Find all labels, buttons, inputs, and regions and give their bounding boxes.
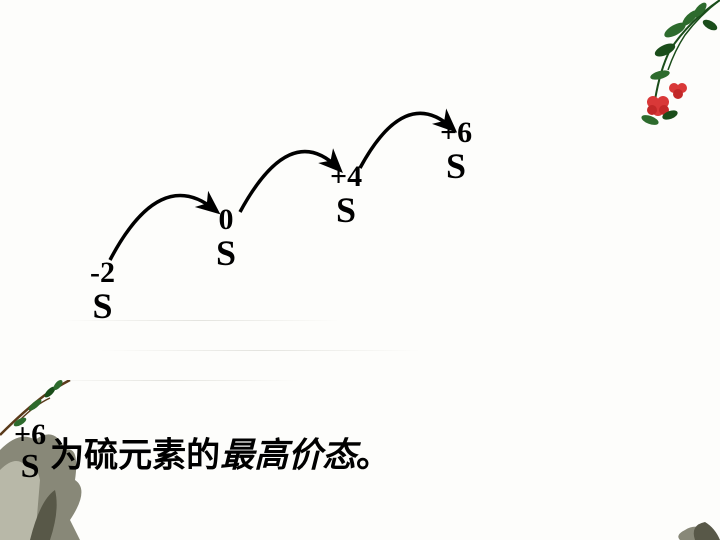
oxidation-state-plus4: +4S bbox=[330, 162, 362, 228]
caption-state-elem: S bbox=[14, 450, 46, 484]
arrow-2 bbox=[360, 113, 452, 168]
caption-state-num: +6 bbox=[14, 420, 46, 450]
caption: +6 S 为硫元素的最高价态。 bbox=[14, 420, 390, 484]
state-elem: S bbox=[440, 148, 472, 184]
oxidation-state-minus2: -2S bbox=[90, 258, 115, 324]
caption-highlight: 最高价态 bbox=[220, 438, 356, 475]
state-elem: S bbox=[216, 235, 236, 271]
state-num: +4 bbox=[330, 162, 362, 192]
state-num: 0 bbox=[216, 205, 236, 235]
state-elem: S bbox=[90, 288, 115, 324]
caption-text-before: 为硫元素的 bbox=[50, 438, 220, 475]
state-num: -2 bbox=[90, 258, 115, 288]
oxidation-state-plus6: +6S bbox=[440, 118, 472, 184]
arrow-1 bbox=[240, 152, 338, 212]
state-elem: S bbox=[330, 192, 362, 228]
arrow-0 bbox=[110, 196, 215, 260]
caption-text-after: 。 bbox=[356, 438, 390, 475]
oxidation-state-0: 0S bbox=[216, 205, 236, 271]
state-num: +6 bbox=[440, 118, 472, 148]
